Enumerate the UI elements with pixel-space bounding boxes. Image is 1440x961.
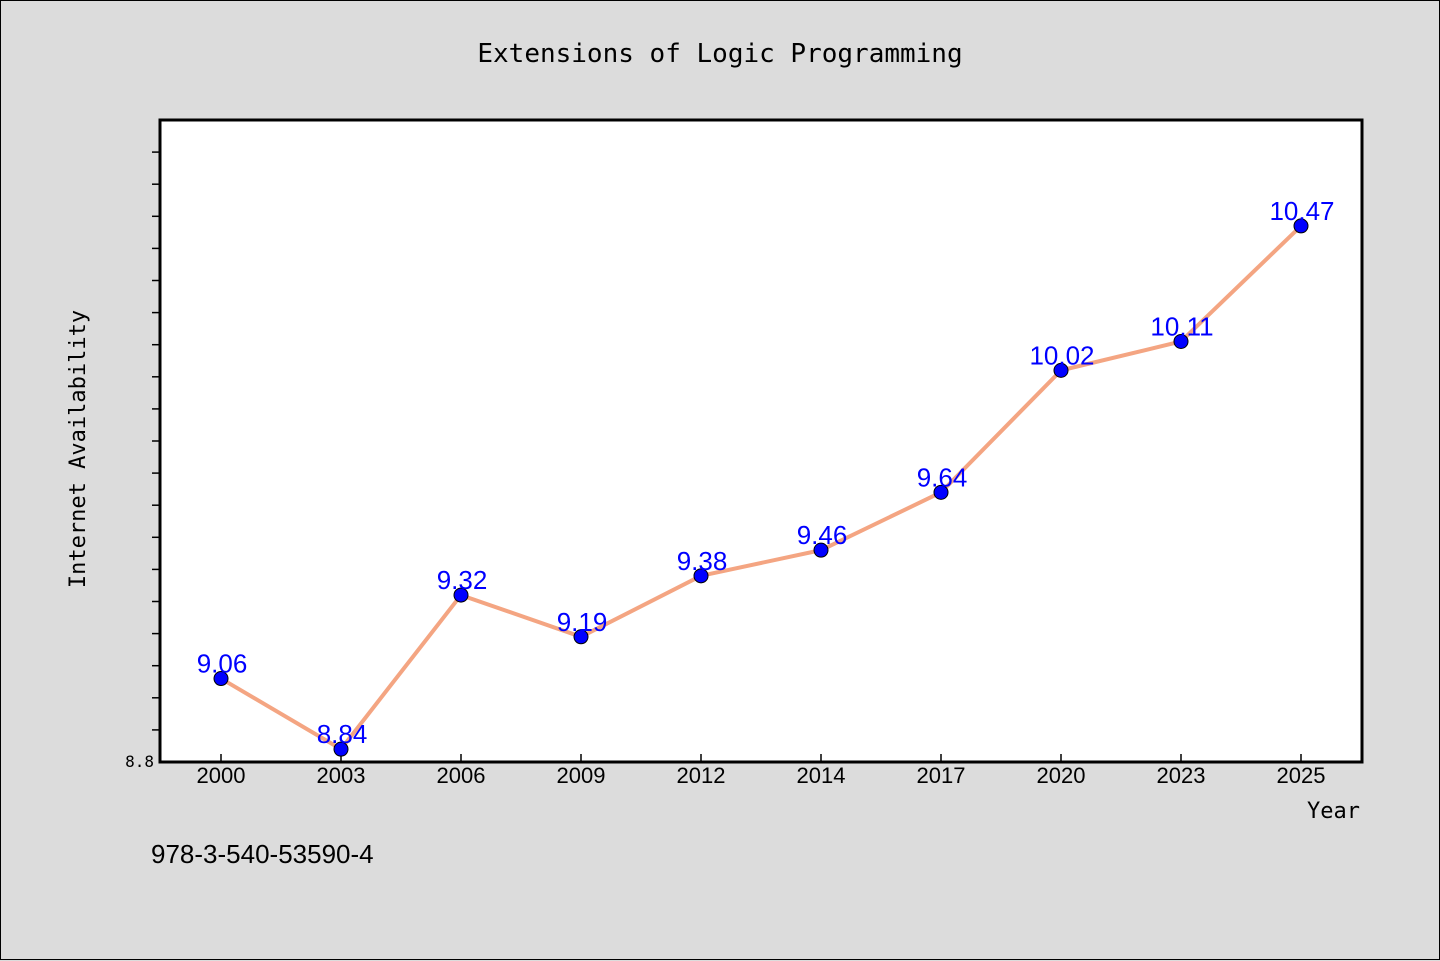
data-label: 10.47 xyxy=(1269,196,1334,226)
data-label: 9.46 xyxy=(797,520,848,550)
y-tick-label: 8.8 xyxy=(125,752,154,771)
data-point xyxy=(453,587,469,603)
x-tick-label: 2012 xyxy=(677,763,726,788)
data-point xyxy=(1293,218,1309,234)
data-point xyxy=(1053,362,1069,378)
data-point xyxy=(1173,333,1189,349)
data-label: 8.84 xyxy=(317,719,368,749)
data-point xyxy=(213,671,229,687)
series-group: 9.06 8.84 9.32 9.19 9.38 9.46 9.64 10.02 10.11 10… xyxy=(197,196,1335,757)
data-point xyxy=(573,629,589,645)
data-point xyxy=(813,542,829,558)
x-tick-label: 2017 xyxy=(917,763,966,788)
x-tick-label: 2009 xyxy=(557,763,606,788)
x-tick-label: 2025 xyxy=(1277,763,1326,788)
x-tick-label: 2000 xyxy=(197,763,246,788)
data-label: 9.64 xyxy=(917,462,968,492)
x-tick-label: 2006 xyxy=(437,763,486,788)
y-axis-title: Internet Availability xyxy=(66,310,91,588)
x-axis-ticks: 2000 2003 2006 2009 2012 2014 2017 2020 2023 2025 xyxy=(197,754,1326,788)
footer-isbn: 978-3-540-53590-4 xyxy=(151,839,374,869)
data-label: 9.32 xyxy=(437,565,488,595)
x-axis-title: Year xyxy=(1307,799,1360,824)
data-point xyxy=(933,484,949,500)
data-point xyxy=(333,741,349,757)
x-tick-label: 2020 xyxy=(1037,763,1086,788)
chart-title: Extensions of Logic Programming xyxy=(477,39,962,69)
data-label: 10.02 xyxy=(1029,340,1094,370)
data-label: 10.11 xyxy=(1150,311,1213,341)
y-axis-ticks xyxy=(152,151,160,731)
data-label: 9.38 xyxy=(677,546,728,576)
x-tick-label: 2023 xyxy=(1157,763,1206,788)
plot-area xyxy=(158,118,1364,764)
data-point xyxy=(693,568,709,584)
x-tick-label: 2014 xyxy=(797,763,846,788)
series-line xyxy=(219,224,1303,752)
x-tick-label: 2003 xyxy=(317,763,366,788)
data-label: 9.19 xyxy=(557,607,608,637)
data-label: 9.06 xyxy=(197,649,248,679)
